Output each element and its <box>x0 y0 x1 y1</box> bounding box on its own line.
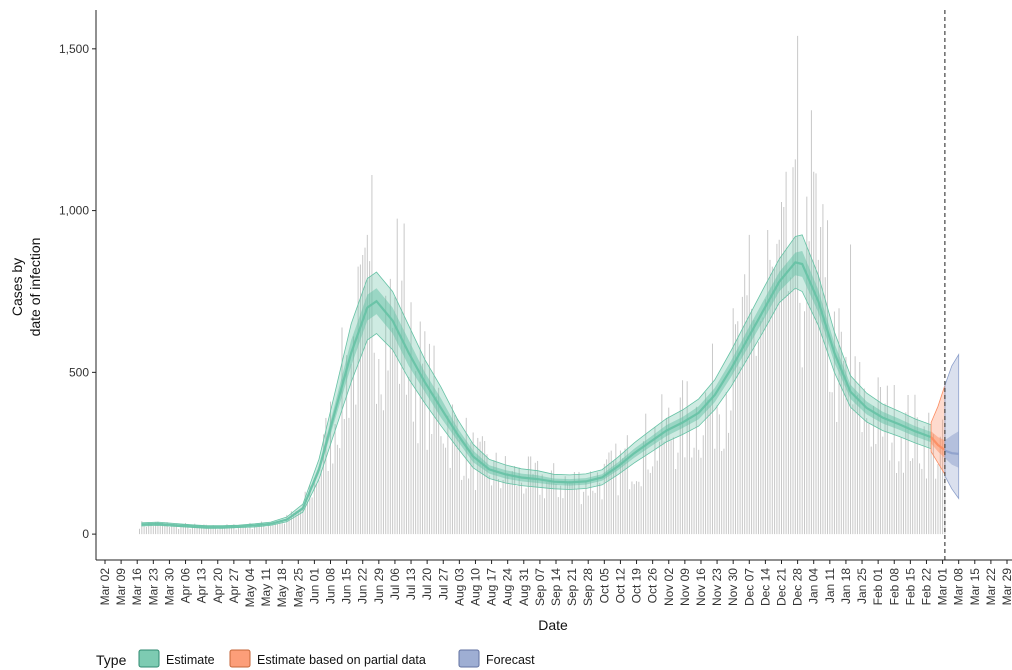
x-tick-label: Mar 29 <box>1000 568 1012 606</box>
legend-swatch-estimate <box>138 649 160 668</box>
x-tick-label: Jul 20 <box>420 568 434 600</box>
x-tick-label: Mar 22 <box>984 568 998 606</box>
x-tick-label: Nov 16 <box>694 568 708 606</box>
x-tick-label: Oct 12 <box>613 568 627 604</box>
x-tick-label: Jun 29 <box>372 568 386 604</box>
y-tick-label: 500 <box>69 365 89 379</box>
x-tick-label: Jun 01 <box>307 568 321 604</box>
x-tick-label: Apr 20 <box>211 568 225 604</box>
x-tick-label: Feb 15 <box>903 568 917 606</box>
estimate-median-line <box>141 261 932 529</box>
x-tick-label: Dec 28 <box>791 568 805 606</box>
x-tick-label: Oct 19 <box>630 568 644 604</box>
x-tick-label: Sep 21 <box>565 568 579 606</box>
x-tick-label: Sep 07 <box>533 568 547 606</box>
x-tick-label: Mar 15 <box>968 568 982 606</box>
legend-label-partial: Estimate based on partial data <box>257 653 426 667</box>
y-axis-ticks: 0 500 1,000 1,500 <box>59 42 96 541</box>
x-tick-label: Jul 06 <box>388 568 402 600</box>
x-tick-label: Aug 03 <box>452 568 466 606</box>
x-tick-label: Feb 08 <box>887 568 901 606</box>
legend-swatch-forecast <box>458 649 480 668</box>
x-tick-label: Jan 18 <box>839 568 853 604</box>
x-axis-ticks: Mar 02 Mar 09 Mar 16 Mar 23 Mar 30 Apr 06 Apr … <box>98 560 1012 607</box>
estimate-bands <box>141 234 960 529</box>
x-tick-label: Dec 07 <box>742 568 756 606</box>
axes <box>95 10 1012 561</box>
estimate-based-on-partial-data-median-line <box>930 436 946 451</box>
x-tick-label: Jan 11 <box>823 568 837 603</box>
legend-title: Type <box>96 652 127 668</box>
x-tick-label: Nov 30 <box>726 568 740 606</box>
daily-case-bars <box>139 35 946 535</box>
x-tick-label: Feb 01 <box>871 568 885 606</box>
x-tick-label: May 25 <box>291 568 305 608</box>
x-tick-label: Jan 25 <box>855 568 869 604</box>
y-tick-label: 1,000 <box>59 204 89 218</box>
x-tick-label: Jun 08 <box>324 568 338 604</box>
x-tick-label: Dec 21 <box>775 568 789 606</box>
x-tick-label: Aug 10 <box>468 568 482 606</box>
legend: Type Estimate Estimate based on partial … <box>96 649 535 668</box>
x-tick-label: Mar 01 <box>936 568 950 606</box>
x-tick-label: Apr 06 <box>179 568 193 604</box>
y-tick-label: 0 <box>82 527 89 541</box>
x-tick-label: Mar 30 <box>162 568 176 606</box>
x-tick-label: Aug 17 <box>485 568 499 606</box>
x-tick-label: Mar 16 <box>130 568 144 606</box>
x-axis-title: Date <box>538 617 568 633</box>
x-tick-label: Mar 08 <box>952 568 966 606</box>
x-tick-label: Apr 27 <box>227 568 241 604</box>
forecast-band-50 <box>944 431 959 468</box>
x-tick-label: May 18 <box>275 568 289 608</box>
x-tick-label: Aug 24 <box>501 568 515 606</box>
y-axis-title-line1: Cases by <box>9 258 25 316</box>
x-tick-label: Dec 14 <box>758 568 772 606</box>
x-tick-label: Jan 04 <box>807 568 821 604</box>
x-tick-label: Sep 14 <box>549 568 563 606</box>
x-tick-label: Mar 23 <box>146 568 160 606</box>
x-tick-label: Nov 09 <box>678 568 692 606</box>
y-axis-title-line2: date of infection <box>27 238 43 337</box>
x-tick-label: Jul 13 <box>404 568 418 600</box>
x-tick-label: Jun 15 <box>340 568 354 604</box>
x-tick-label: Mar 02 <box>98 568 112 606</box>
x-tick-label: Aug 31 <box>517 568 531 606</box>
x-tick-label: Nov 23 <box>710 568 724 606</box>
x-tick-label: Apr 13 <box>195 568 209 604</box>
x-tick-label: Oct 26 <box>646 568 660 604</box>
x-tick-label: Jun 22 <box>356 568 370 604</box>
legend-label-forecast: Forecast <box>486 653 535 667</box>
forecast-band-90 <box>944 353 960 500</box>
legend-label-estimate: Estimate <box>166 653 215 667</box>
x-tick-label: Mar 09 <box>114 568 128 606</box>
x-tick-label: Jul 27 <box>436 568 450 600</box>
x-tick-label: Nov 02 <box>662 568 676 606</box>
x-tick-label: Oct 05 <box>597 568 611 604</box>
x-tick-label: Feb 22 <box>919 568 933 606</box>
forecast-median-line <box>944 449 959 455</box>
x-tick-label: May 11 <box>259 568 273 607</box>
x-tick-label: Sep 28 <box>581 568 595 606</box>
y-tick-label: 1,500 <box>59 42 89 56</box>
legend-swatch-partial <box>229 649 251 668</box>
x-tick-label: May 04 <box>243 568 257 608</box>
